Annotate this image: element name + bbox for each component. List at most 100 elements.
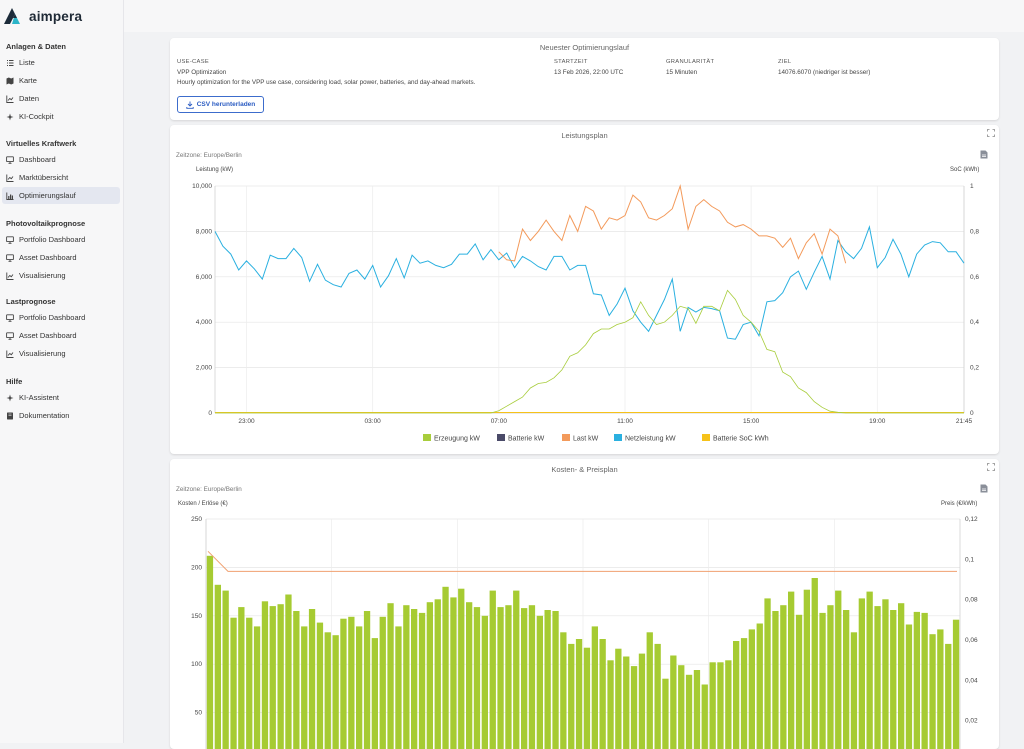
cost-bar: [254, 626, 260, 749]
cost-bar: [600, 639, 606, 749]
x-tick-label: 15:00: [743, 418, 760, 425]
legend-swatch: [562, 434, 570, 441]
nav-section-title: Photovoltaikprognose: [6, 219, 85, 228]
y2-tick-label: 0,02: [965, 718, 978, 725]
granularity-value: 15 Minuten: [666, 69, 697, 76]
csv-download-button[interactable]: CSV herunterladen: [177, 96, 264, 113]
cost-bar: [733, 641, 739, 749]
cost-bar: [419, 613, 425, 749]
y2-tick-label: 0,08: [965, 597, 978, 604]
cost-bar: [333, 635, 339, 749]
legend-label: Netzleistung kW: [625, 436, 676, 443]
sidebar-item-marktübersicht[interactable]: Marktübersicht: [2, 169, 120, 186]
goal-label: ZIEL: [778, 59, 791, 65]
sidebar-item-visualisierung[interactable]: Visualisierung: [2, 267, 120, 284]
cost-bar: [623, 657, 629, 749]
csv-download-label: CSV herunterladen: [197, 101, 256, 108]
legend-label: Batterie SoC kWh: [713, 436, 769, 443]
nav-section-title: Virtuelles Kraftwerk: [6, 139, 76, 148]
y-tick-label: 50: [195, 710, 203, 717]
cost-bar: [317, 623, 323, 749]
sidebar-item-asset-dashboard[interactable]: Asset Dashboard: [2, 327, 120, 344]
x-tick-label: 23:00: [238, 418, 255, 425]
sidebar-item-dashboard[interactable]: Dashboard: [2, 151, 120, 168]
power-plan-chart: 02,0004,0006,0008,00010,00000,20,40,60,8…: [170, 125, 999, 454]
sidebar-item-ki-cockpit[interactable]: KI-Cockpit: [2, 108, 120, 125]
sidebar-item-portfolio-dashboard[interactable]: Portfolio Dashboard: [2, 309, 120, 326]
x-tick-label: 19:00: [869, 418, 886, 425]
cost-bar: [655, 644, 661, 749]
sidebar-item-label: Daten: [19, 94, 39, 103]
y2-tick-label: 0: [970, 410, 974, 417]
y2-tick-label: 0,06: [965, 637, 978, 644]
cost-bar: [741, 638, 747, 749]
sparkle-icon: [6, 394, 14, 402]
sidebar-item-label: Asset Dashboard: [19, 253, 77, 262]
cost-bar: [246, 618, 252, 749]
brand[interactable]: aimpera: [4, 6, 82, 26]
sidebar-item-liste[interactable]: Liste: [2, 54, 120, 71]
sidebar-item-asset-dashboard[interactable]: Asset Dashboard: [2, 249, 120, 266]
sidebar-item-label: Asset Dashboard: [19, 331, 77, 340]
line-chart-icon: [6, 272, 14, 280]
cost-bar: [686, 675, 692, 749]
cost-bar: [812, 578, 818, 749]
sidebar-item-daten[interactable]: Daten: [2, 90, 120, 107]
sidebar-item-portfolio-dashboard[interactable]: Portfolio Dashboard: [2, 231, 120, 248]
download-icon: [186, 101, 194, 109]
goal-value: 14076.6070 (niedriger ist besser): [778, 69, 870, 76]
cost-bar: [513, 591, 519, 749]
cost-bar: [529, 605, 535, 749]
nav-section-title: Lastprognose: [6, 297, 56, 306]
cost-bar: [215, 585, 221, 749]
cost-bar: [560, 632, 566, 749]
x-tick-label: 03:00: [365, 418, 382, 425]
y-tick-label: 100: [191, 661, 202, 668]
sidebar-item-optimierungslauf[interactable]: Optimierungslauf: [2, 187, 120, 204]
sidebar-item-label: Portfolio Dashboard: [19, 235, 85, 244]
cost-bar: [874, 606, 880, 749]
x-tick-label: 21:45: [956, 418, 973, 425]
cost-bar: [615, 649, 621, 749]
y-tick-label: 4,000: [196, 319, 213, 326]
y2-tick-label: 0,6: [970, 274, 979, 281]
cost-bar: [372, 638, 378, 749]
line-chart-icon: [6, 95, 14, 103]
sidebar-item-label: Visualisierung: [19, 271, 66, 280]
cost-bar: [537, 616, 543, 749]
series-last-line: [499, 186, 846, 263]
cost-bar: [552, 611, 558, 749]
aimpera-logo-icon: [4, 8, 24, 24]
cost-bar: [772, 611, 778, 749]
y2-tick-label: 0,12: [965, 516, 978, 523]
cost-bar: [482, 616, 488, 749]
cost-bar: [278, 604, 284, 749]
cost-bar: [262, 601, 268, 749]
cost-bar: [780, 605, 786, 749]
line-chart-icon: [6, 174, 14, 182]
sidebar-item-karte[interactable]: Karte: [2, 72, 120, 89]
cost-bar: [450, 597, 456, 749]
sidebar-item-label: Portfolio Dashboard: [19, 313, 85, 322]
sidebar-item-label: KI-Cockpit: [19, 112, 54, 121]
brand-name: aimpera: [29, 9, 82, 24]
cost-bar: [309, 609, 315, 749]
sidebar-item-label: Dashboard: [19, 155, 56, 164]
sidebar-item-dokumentation[interactable]: Dokumentation: [2, 407, 120, 424]
cost-bar: [670, 656, 676, 749]
sidebar-item-visualisierung[interactable]: Visualisierung: [2, 345, 120, 362]
cost-bar: [914, 612, 920, 749]
sidebar-item-ki-assistent[interactable]: KI-Assistent: [2, 389, 120, 406]
legend-swatch: [423, 434, 431, 441]
y2-tick-label: 0,04: [965, 677, 978, 684]
y-tick-label: 250: [191, 516, 202, 523]
power-plan-card: Leistungsplan Zeitzone: Europe/Berlin Le…: [170, 125, 999, 454]
cost-bar: [953, 620, 959, 749]
series-erzeugung-line: [215, 290, 964, 413]
cost-bar: [851, 632, 857, 749]
cost-bar: [906, 625, 912, 749]
price-line: [208, 551, 957, 571]
cost-bar: [592, 626, 598, 749]
cost-bar: [835, 591, 841, 749]
sidebar-item-label: Visualisierung: [19, 349, 66, 358]
